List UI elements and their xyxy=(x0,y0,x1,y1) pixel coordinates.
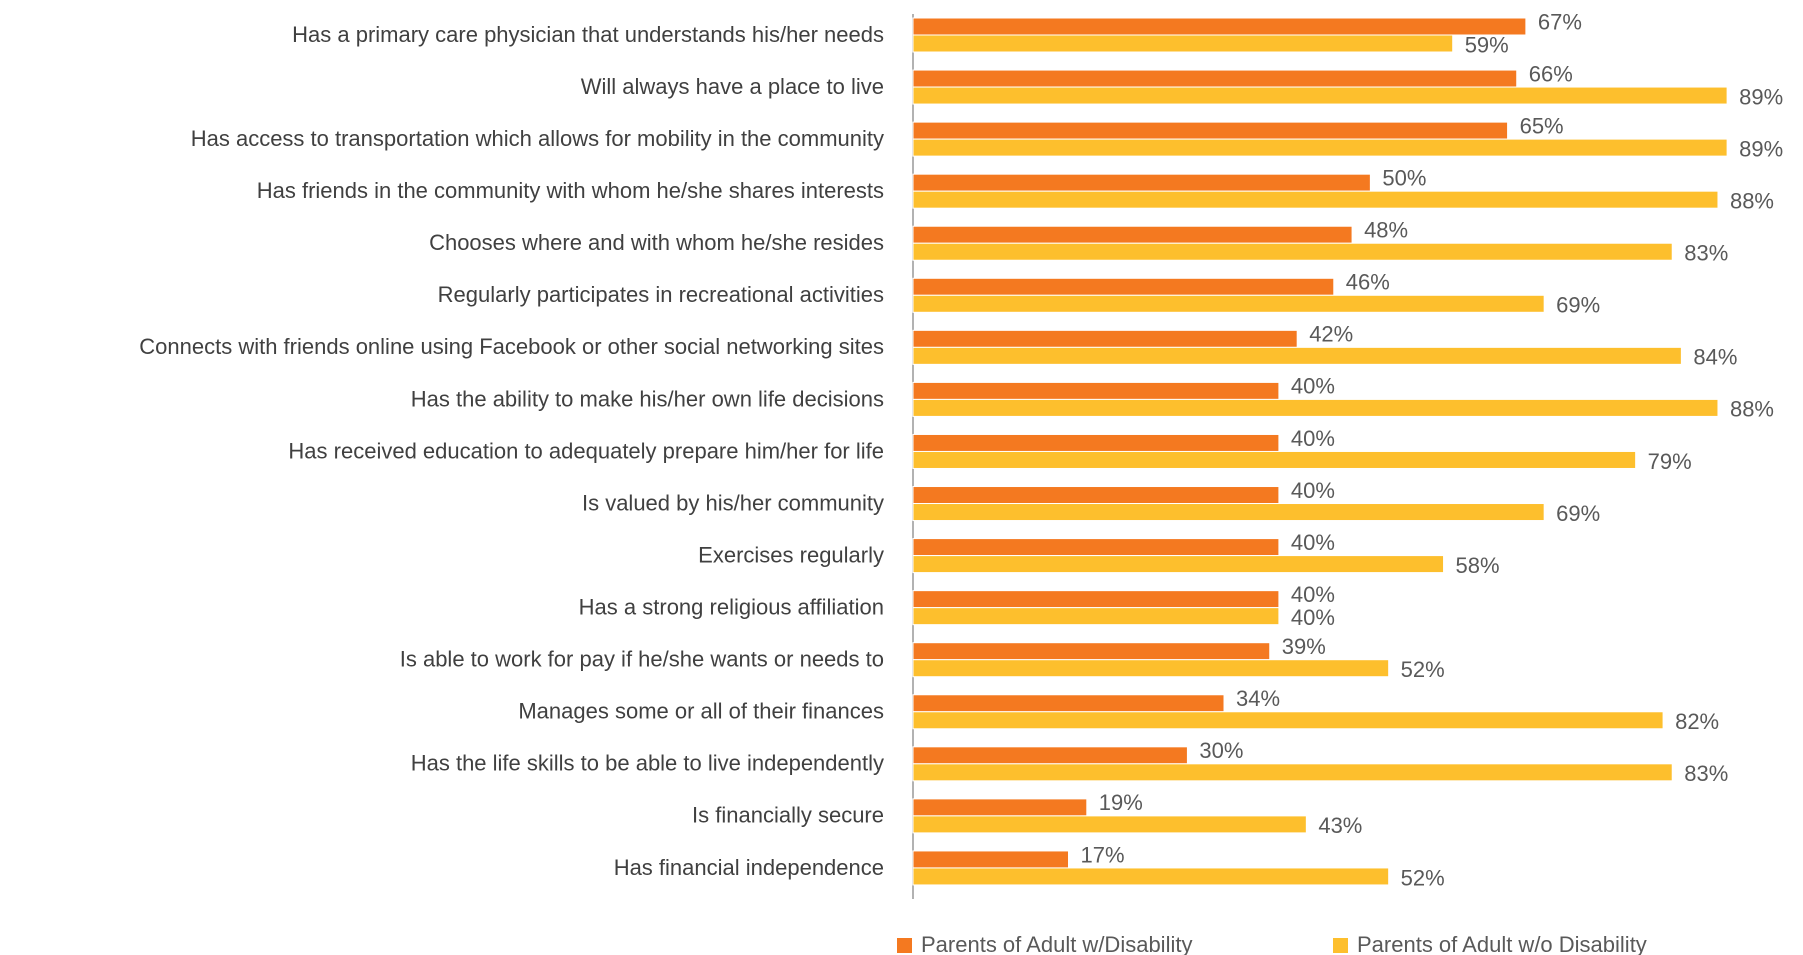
bar xyxy=(912,590,1280,609)
bar xyxy=(912,225,1353,244)
value-label: 66% xyxy=(1529,61,1573,86)
value-label: 43% xyxy=(1318,813,1362,838)
bar xyxy=(912,642,1271,661)
bar xyxy=(912,34,1454,53)
value-label: 59% xyxy=(1465,32,1509,57)
value-label: 88% xyxy=(1730,188,1774,213)
category-label: Will always have a place to live xyxy=(581,74,884,99)
category-label: Chooses where and with whom he/she resid… xyxy=(429,230,884,255)
bar xyxy=(912,277,1335,296)
bar xyxy=(912,138,1728,157)
bar xyxy=(912,329,1298,348)
value-label: 89% xyxy=(1739,84,1783,109)
value-label: 40% xyxy=(1291,605,1335,630)
value-label: 83% xyxy=(1684,761,1728,786)
bar xyxy=(912,121,1509,140)
value-label: 40% xyxy=(1291,374,1335,399)
value-label: 89% xyxy=(1739,136,1783,161)
value-label: 50% xyxy=(1382,165,1426,190)
bar xyxy=(912,242,1673,261)
category-label: Has the life skills to be able to live i… xyxy=(411,751,884,776)
category-label: Has access to transportation which allow… xyxy=(191,126,884,151)
value-label: 30% xyxy=(1199,738,1243,763)
category-label: Has the ability to make his/her own life… xyxy=(411,386,884,411)
value-label: 34% xyxy=(1236,686,1280,711)
bar xyxy=(912,746,1188,765)
bar xyxy=(912,486,1280,505)
value-label: 88% xyxy=(1730,397,1774,422)
category-label: Is financially secure xyxy=(692,803,884,828)
bar xyxy=(912,659,1390,678)
bar xyxy=(912,850,1070,869)
category-label: Has a strong religious affiliation xyxy=(579,594,884,619)
value-label: 40% xyxy=(1291,426,1335,451)
value-label: 52% xyxy=(1401,657,1445,682)
bar xyxy=(912,294,1545,313)
value-label: 65% xyxy=(1520,113,1564,138)
value-label: 79% xyxy=(1648,449,1692,474)
bar xyxy=(912,86,1728,105)
bar xyxy=(912,503,1545,522)
bar xyxy=(912,815,1307,834)
value-label: 48% xyxy=(1364,218,1408,243)
bar xyxy=(912,190,1719,209)
bar xyxy=(912,867,1390,886)
value-label: 40% xyxy=(1291,478,1335,503)
bar xyxy=(912,538,1280,557)
value-label: 40% xyxy=(1291,530,1335,555)
value-label: 42% xyxy=(1309,322,1353,347)
bar xyxy=(912,17,1527,36)
bar xyxy=(912,450,1637,469)
value-label: 58% xyxy=(1456,553,1500,578)
category-label: Connects with friends online using Faceb… xyxy=(139,334,884,359)
bar xyxy=(912,173,1371,192)
bar xyxy=(912,346,1682,365)
category-label: Is able to work for pay if he/she wants … xyxy=(400,647,884,672)
value-label: 39% xyxy=(1282,634,1326,659)
bar xyxy=(912,433,1280,452)
value-label: 17% xyxy=(1081,842,1125,867)
bar xyxy=(912,398,1719,417)
category-label: Has received education to adequately pre… xyxy=(288,438,884,463)
value-label: 52% xyxy=(1401,865,1445,890)
value-label: 82% xyxy=(1675,709,1719,734)
legend-swatch xyxy=(1333,938,1348,953)
bar xyxy=(912,69,1518,88)
value-label: 84% xyxy=(1693,345,1737,370)
bar xyxy=(912,381,1280,400)
bar xyxy=(912,798,1088,817)
category-label: Has financial independence xyxy=(614,855,884,880)
bar xyxy=(912,711,1664,730)
legend-swatch xyxy=(897,938,912,953)
bar xyxy=(912,763,1673,782)
category-label: Manages some or all of their finances xyxy=(518,699,884,724)
bar xyxy=(912,694,1225,713)
value-label: 40% xyxy=(1291,582,1335,607)
category-label: Has a primary care physician that unders… xyxy=(292,22,884,47)
value-label: 69% xyxy=(1556,501,1600,526)
legend-label: Parents of Adult w/o Disability xyxy=(1357,932,1647,955)
bar xyxy=(912,555,1445,574)
legend-label: Parents of Adult w/Disability xyxy=(921,932,1192,955)
value-label: 83% xyxy=(1684,241,1728,266)
category-label: Has friends in the community with whom h… xyxy=(257,178,884,203)
category-label: Regularly participates in recreational a… xyxy=(438,282,884,307)
value-label: 67% xyxy=(1538,9,1582,34)
value-label: 46% xyxy=(1346,270,1390,295)
value-label: 19% xyxy=(1099,790,1143,815)
category-label: Is valued by his/her community xyxy=(582,490,884,515)
value-label: 69% xyxy=(1556,293,1600,318)
category-label: Exercises regularly xyxy=(698,542,884,567)
bar xyxy=(912,607,1280,626)
